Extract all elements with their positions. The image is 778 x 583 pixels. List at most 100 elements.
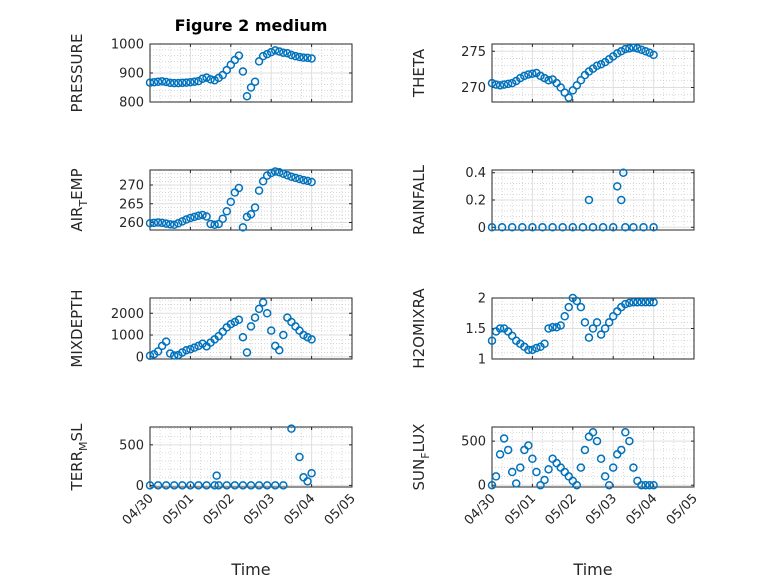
y-tick-label: 0.4 — [465, 166, 486, 181]
y-tick-label: 0 — [136, 350, 144, 365]
data-point — [639, 223, 648, 232]
data-point — [230, 317, 240, 327]
data-point — [568, 86, 578, 95]
y-tick-label: 500 — [119, 438, 144, 453]
data-point — [604, 480, 614, 490]
data-point — [234, 315, 244, 325]
data-point — [275, 47, 284, 56]
data-point — [287, 424, 296, 433]
data-point — [169, 351, 179, 360]
data-point — [202, 481, 211, 490]
data-point — [222, 481, 232, 490]
data-point — [307, 468, 316, 478]
data-point — [520, 71, 529, 81]
data-point — [178, 78, 187, 88]
data-point — [186, 78, 195, 87]
data-point — [524, 70, 533, 79]
data-point — [612, 182, 622, 191]
data-point — [487, 78, 497, 88]
data-point — [254, 57, 264, 66]
data-point — [254, 481, 264, 490]
data-point — [637, 298, 646, 307]
data-point — [161, 219, 171, 228]
data-point — [206, 75, 215, 84]
data-point — [145, 78, 155, 87]
data-point — [169, 220, 179, 229]
data-point — [572, 81, 582, 90]
data-point — [499, 434, 509, 443]
data-point — [536, 480, 545, 490]
data-point — [246, 210, 256, 219]
data-point — [295, 174, 304, 184]
data-point — [226, 197, 236, 207]
data-point — [178, 348, 187, 357]
data-point — [497, 223, 507, 232]
data-point — [621, 44, 630, 54]
data-point — [507, 331, 517, 341]
data-point — [584, 333, 594, 342]
data-point — [641, 480, 650, 490]
data-point — [165, 349, 175, 358]
axes-box — [149, 297, 353, 360]
data-point — [174, 78, 183, 88]
y-tick-label: 1000 — [111, 38, 144, 53]
data-point — [491, 472, 501, 481]
data-point — [153, 218, 163, 227]
data-point — [194, 211, 203, 220]
data-point — [637, 480, 646, 490]
data-point — [608, 223, 618, 232]
data-point — [226, 319, 236, 329]
data-point — [238, 67, 248, 76]
data-point — [499, 80, 509, 89]
data-point — [608, 312, 618, 321]
y-axis-label: PRESSURE — [68, 34, 86, 113]
data-point — [295, 452, 304, 462]
data-point — [198, 74, 207, 84]
y-tick-label: 2000 — [111, 307, 144, 322]
data-point — [588, 324, 598, 333]
data-point — [238, 332, 248, 342]
data-point — [214, 219, 223, 229]
data-point — [157, 77, 167, 86]
data-point — [206, 219, 215, 229]
data-point — [592, 61, 602, 70]
data-point — [600, 324, 610, 333]
data-point — [540, 339, 549, 348]
data-point — [487, 223, 497, 232]
data-point — [234, 51, 244, 60]
data-point — [645, 48, 654, 57]
data-point — [625, 44, 634, 53]
subplot-3: 260 265 270 AIRTEMP — [68, 167, 353, 232]
y-tick-label: 270 — [461, 81, 486, 96]
y-tick-label: 800 — [119, 96, 144, 111]
data-point — [556, 321, 565, 330]
data-point — [145, 219, 155, 228]
y-tick-label: 500 — [461, 435, 486, 450]
data-point — [238, 223, 248, 232]
data-point — [190, 77, 199, 86]
data-point — [645, 298, 654, 307]
data-point — [524, 441, 533, 450]
data-point — [262, 49, 272, 59]
data-point — [246, 322, 256, 331]
data-point — [629, 463, 638, 472]
data-point — [283, 171, 292, 180]
data-point — [538, 223, 547, 232]
data-point — [145, 481, 155, 490]
y-tick-label: 0 — [478, 221, 486, 236]
data-point — [588, 223, 598, 232]
data-point — [495, 450, 505, 459]
data-point — [491, 80, 501, 89]
data-point — [600, 472, 610, 481]
data-point — [524, 345, 533, 355]
data-point — [258, 298, 268, 307]
data-point — [250, 313, 260, 322]
data-point — [178, 481, 187, 490]
axes-box — [491, 426, 695, 488]
data-point — [560, 88, 569, 97]
data-point — [552, 323, 561, 332]
data-point — [299, 330, 308, 340]
data-point — [528, 345, 537, 355]
y-tick-label: 900 — [119, 67, 144, 82]
data-point — [153, 481, 163, 490]
